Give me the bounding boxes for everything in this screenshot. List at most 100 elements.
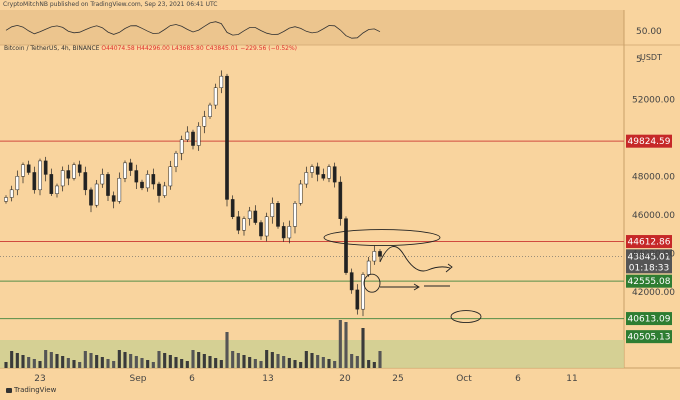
volume-bar-56 (321, 357, 325, 368)
candle-body-27 (157, 183, 161, 196)
annotation-projected-path (379, 246, 451, 272)
volume-bar-15 (89, 353, 93, 368)
candle-body-45 (259, 222, 263, 237)
annotation-ellipse-low (363, 273, 381, 293)
candle-body-31 (179, 139, 184, 154)
volume-bar-45 (259, 361, 263, 368)
y-tick-1: 48000.00 (632, 172, 675, 182)
candle-body-62 (355, 289, 360, 310)
x-tick-0: 23 (34, 374, 45, 384)
volume-bar-52 (299, 362, 303, 368)
candle-body-9 (55, 185, 59, 194)
candle-body-33 (191, 131, 195, 146)
volume-bar-22 (129, 354, 133, 368)
candle-body-48 (276, 203, 280, 227)
level-label-2: 42555.08 (628, 277, 671, 287)
volume-bar-19 (112, 361, 116, 368)
volume-layer (4, 320, 382, 368)
candle-body-56 (321, 174, 326, 179)
volume-bar-63 (361, 328, 365, 368)
volume-bar-61 (350, 354, 354, 368)
publisher-header: CryptoMitchNB published on TradingView.c… (3, 1, 218, 8)
volume-bar-8 (49, 352, 53, 368)
candle-body-58 (332, 166, 337, 183)
volume-bar-5 (32, 359, 36, 368)
candle-body-29 (168, 166, 173, 187)
volume-bar-47 (270, 352, 274, 368)
candle-body-19 (111, 195, 116, 202)
extra-label-0-bg (626, 330, 672, 344)
x-tick-4: 20 (339, 374, 351, 384)
tradingview-logo-icon (6, 387, 12, 393)
candle-body-55 (315, 166, 320, 175)
volume-bar-27 (157, 351, 161, 368)
osc-tick-0: 50.00 (636, 27, 662, 37)
volume-bar-49 (282, 356, 286, 368)
volume-bar-18 (106, 359, 110, 368)
symbol-name[interactable]: Bitcoin / TetherUS, 4h, BINANCE (4, 45, 100, 52)
candle-body-3 (21, 164, 25, 177)
level-label-0-bg (626, 134, 672, 148)
volume-bar-65 (372, 362, 376, 368)
volume-bar-51 (293, 360, 297, 368)
y-tick-0: 52000.00 (632, 95, 675, 105)
volume-bar-3 (21, 355, 25, 368)
volume-bar-13 (78, 362, 82, 368)
level-label-3-bg (626, 312, 672, 326)
volume-bar-35 (202, 354, 206, 368)
level-label-0: 49824.59 (628, 137, 671, 147)
oscillator-layer (5, 21, 381, 39)
volume-bar-20 (117, 350, 121, 368)
candle-body-1 (9, 189, 14, 198)
x-tick-8: 11 (566, 374, 577, 384)
candle-body-66 (378, 251, 382, 257)
volume-bar-57 (327, 359, 331, 368)
volume-bar-34 (197, 352, 201, 368)
candle-body-65 (372, 251, 377, 262)
candle-body-6 (38, 160, 42, 191)
candle-body-4 (26, 164, 31, 173)
volume-bar-23 (134, 356, 138, 368)
volume-bar-33 (191, 350, 195, 368)
oscillator-panel-bg (0, 10, 624, 45)
osc-partial-label: 5. (636, 55, 645, 65)
volume-bar-31 (180, 359, 184, 368)
candle-body-18 (106, 174, 110, 196)
level-label-1: 44612.86 (628, 238, 671, 248)
candle-body-52 (298, 183, 303, 204)
candle-body-53 (304, 172, 309, 185)
tradingview-watermark: TradingView (6, 386, 56, 394)
x-tick-2: 6 (189, 374, 195, 384)
volume-bar-29 (168, 355, 172, 368)
volume-bar-43 (248, 357, 252, 368)
annotation-arrowhead (445, 263, 453, 273)
annotation-layer (323, 229, 482, 324)
x-tick-1: Sep (130, 374, 147, 384)
candle-body-16 (94, 183, 99, 206)
volume-bar-16 (95, 355, 99, 368)
candle-body-22 (128, 162, 133, 171)
volume-bar-14 (83, 351, 87, 368)
volume-bar-50 (287, 358, 291, 368)
volume-bar-42 (242, 355, 246, 368)
current-price-bg (626, 249, 672, 274)
candle-body-13 (77, 164, 82, 173)
x-tick-3: 13 (262, 374, 273, 384)
volume-bar-21 (123, 352, 127, 368)
volume-bar-64 (367, 360, 371, 368)
volume-bar-1 (10, 351, 14, 368)
volume-bar-17 (100, 357, 104, 368)
volume-bar-24 (140, 358, 144, 368)
y-tick-3: 44000.00 (632, 249, 675, 259)
volume-bar-0 (4, 362, 8, 368)
candle-body-43 (247, 210, 252, 219)
volume-bar-6 (38, 361, 42, 368)
candle-body-64 (366, 260, 371, 275)
volume-bar-48 (276, 354, 280, 368)
candle-body-12 (72, 164, 76, 179)
candle-body-41 (236, 216, 241, 231)
candle-body-37 (213, 87, 218, 106)
volume-bar-38 (219, 360, 223, 368)
candle-layer (4, 70, 382, 317)
